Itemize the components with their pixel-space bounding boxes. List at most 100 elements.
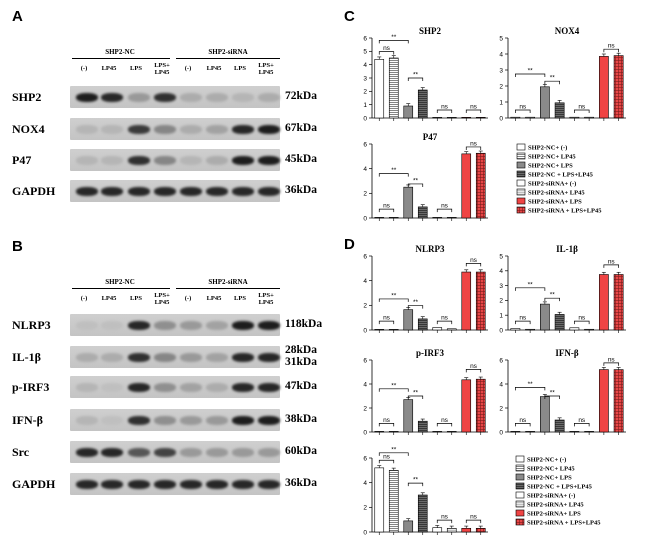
kda-label: 28kDa 31kDa — [285, 344, 317, 368]
blot-band — [101, 416, 123, 425]
legend-swatch — [515, 491, 525, 499]
bar — [432, 117, 443, 119]
significance-label: ns — [608, 356, 616, 363]
blot-band — [180, 448, 202, 457]
kda-label: 118kDa — [285, 318, 323, 330]
blot-band — [154, 448, 176, 457]
lane-label: LPS — [234, 295, 246, 302]
y-tick-label: 3 — [499, 283, 503, 290]
significance-bracket — [407, 395, 424, 399]
blot-band — [101, 156, 123, 165]
significance-label: ** — [391, 292, 397, 299]
western-blot-b: SHP2-NC SHP2-siRNA (-) LP45 LPS LPS+ LP45 (-) LP… — [12, 278, 340, 503]
y-tick-label: 5 — [363, 49, 367, 56]
blot-band — [76, 383, 98, 392]
blot-band — [128, 448, 150, 457]
protein-label: GAPDH — [12, 184, 56, 198]
blot-strip-p47 — [70, 149, 280, 171]
significance-label: ** — [528, 281, 534, 288]
chart-title: SHP2 — [419, 26, 442, 36]
significance-bracket — [465, 263, 482, 267]
blot-band — [76, 156, 98, 165]
y-tick-label: 0 — [363, 327, 367, 334]
bar — [403, 309, 414, 331]
blot-band — [206, 416, 228, 425]
blot-band — [206, 480, 228, 489]
bar — [584, 116, 594, 119]
legend-swatch — [516, 170, 526, 178]
significance-bracket — [515, 109, 531, 113]
blot-band — [180, 416, 202, 425]
blot-band — [128, 383, 150, 392]
bar — [417, 420, 428, 433]
legend-swatch — [516, 161, 526, 169]
bar — [525, 431, 535, 433]
blot-band — [154, 156, 176, 165]
blot-band — [128, 187, 150, 196]
lane-label: LPS+ LP45 — [258, 292, 274, 306]
significance-label: ** — [528, 68, 534, 75]
legend-label: SHP2-NC+ LP45 — [528, 154, 576, 161]
significance-bracket — [378, 40, 409, 44]
blot-band — [232, 93, 254, 102]
significance-label: ** — [391, 34, 397, 41]
bar — [569, 116, 580, 119]
lane-label: (-) — [184, 295, 192, 302]
kda-label: 67kDa — [285, 122, 317, 134]
blot-band — [206, 125, 228, 134]
significance-label: ** — [413, 72, 419, 79]
blot-strip-nox4 — [70, 118, 280, 140]
bar — [374, 217, 385, 219]
significance-label: ns — [441, 514, 449, 521]
y-tick-label: 6 — [363, 253, 367, 260]
significance-bracket — [515, 423, 531, 427]
bar — [599, 56, 609, 119]
significance-bracket — [378, 320, 395, 325]
legend-swatch — [515, 473, 525, 481]
blot-band — [258, 125, 280, 134]
legend: SHP2-NC+ (-) SHP2-NC+ LP45 SHP2-NC+ LPS SHP… — [516, 143, 602, 215]
blot-band — [206, 353, 228, 362]
legend-label: SHP2-siRNA + LPS+LP45 — [527, 520, 601, 527]
lane-label: LPS — [130, 65, 142, 72]
significance-bracket — [515, 320, 531, 325]
blot-band — [128, 156, 150, 165]
chart-title: p-IRF3 — [416, 348, 445, 358]
legend-swatch — [516, 206, 526, 214]
blot-band — [180, 125, 202, 134]
blot-band — [154, 383, 176, 392]
blot-band — [101, 383, 123, 392]
bar — [584, 431, 594, 433]
bar — [510, 328, 521, 331]
y-tick-label: 0 — [363, 115, 367, 122]
y-tick-label: 2 — [363, 505, 367, 512]
lane-label: (-) — [80, 295, 88, 302]
blot-band — [76, 480, 98, 489]
significance-bracket — [378, 208, 395, 213]
group-header-nc: SHP2-NC — [105, 278, 135, 286]
significance-label: ns — [519, 315, 527, 322]
bar — [446, 117, 457, 119]
significance-label: ** — [391, 446, 397, 453]
significance-bracket — [436, 320, 453, 325]
bar — [461, 271, 472, 331]
significance-bracket — [574, 109, 590, 113]
significance-label: ns — [578, 417, 586, 424]
lane-label: LPS+ LP45 — [258, 62, 274, 76]
blot-band — [101, 448, 123, 457]
y-tick-label: 2 — [499, 405, 503, 412]
bar — [432, 527, 443, 533]
y-tick-label: 2 — [363, 303, 367, 310]
significance-label: ** — [550, 390, 556, 397]
bar — [510, 431, 521, 433]
y-tick-label: 2 — [499, 83, 503, 90]
legend-swatch — [516, 179, 526, 187]
group-header-sirna: SHP2-siRNA — [208, 48, 248, 56]
legend-swatch — [515, 455, 525, 463]
blot-band — [101, 353, 123, 362]
significance-bracket — [436, 208, 453, 213]
panel-letter-d: D — [344, 236, 355, 253]
bar — [475, 271, 486, 331]
y-tick-label: 0 — [499, 327, 503, 334]
